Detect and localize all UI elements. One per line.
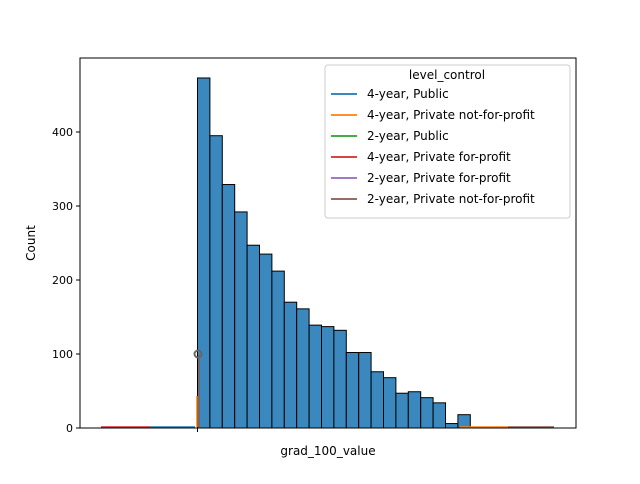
legend-label: 2-year, Public — [367, 129, 449, 143]
legend: level_control 4-year, Public 4-year, Priv… — [324, 64, 571, 219]
histogram-bar — [383, 377, 397, 429]
y-tick-label: 0 — [66, 422, 73, 435]
outlier-marker — [193, 349, 203, 359]
histogram-bar — [283, 301, 298, 429]
histogram-bar — [234, 211, 248, 429]
histogram-bar — [457, 414, 471, 429]
histogram-bar — [395, 392, 409, 429]
histogram-bar — [358, 352, 372, 429]
legend-label: 2-year, Private not-for-profit — [367, 192, 535, 206]
histogram-bar — [259, 253, 273, 429]
y-tick-label: 300 — [52, 200, 73, 213]
histogram-bar — [221, 184, 236, 429]
legend-label: 4-year, Public — [367, 87, 449, 101]
histogram-bar — [209, 135, 223, 429]
histogram-bar — [420, 397, 434, 429]
histogram-bar — [296, 308, 310, 429]
axes-frame — [79, 57, 577, 429]
histogram-bar — [308, 324, 323, 429]
histogram-bar — [432, 402, 447, 429]
histogram-bar — [345, 352, 360, 429]
legend-title: level_control — [409, 68, 485, 82]
bars-layer — [197, 77, 471, 429]
legend-label: 2-year, Private for-profit — [367, 171, 511, 185]
overlay-layer — [101, 349, 554, 428]
y-axis-label: Count — [24, 225, 38, 261]
histogram-bar — [333, 329, 347, 429]
histogram-bar — [445, 423, 459, 429]
y-tick-label: 100 — [52, 348, 73, 361]
axes-layer — [79, 57, 577, 429]
y-tick-label: 400 — [52, 126, 73, 139]
y-tick-label: 200 — [52, 274, 73, 287]
histogram-bar — [407, 391, 422, 429]
y-axis: 0 100 200 300 400 — [52, 126, 80, 435]
histogram-bar — [370, 371, 385, 429]
legend-frame — [324, 64, 571, 219]
histogram-bar — [321, 326, 335, 429]
legend-label: 4-year, Private for-profit — [367, 150, 511, 164]
histogram-bar — [246, 244, 261, 429]
histogram-bar — [271, 270, 285, 429]
x-axis-label: grad_100_value — [280, 444, 375, 458]
legend-label: 4-year, Private not-for-profit — [367, 108, 535, 122]
